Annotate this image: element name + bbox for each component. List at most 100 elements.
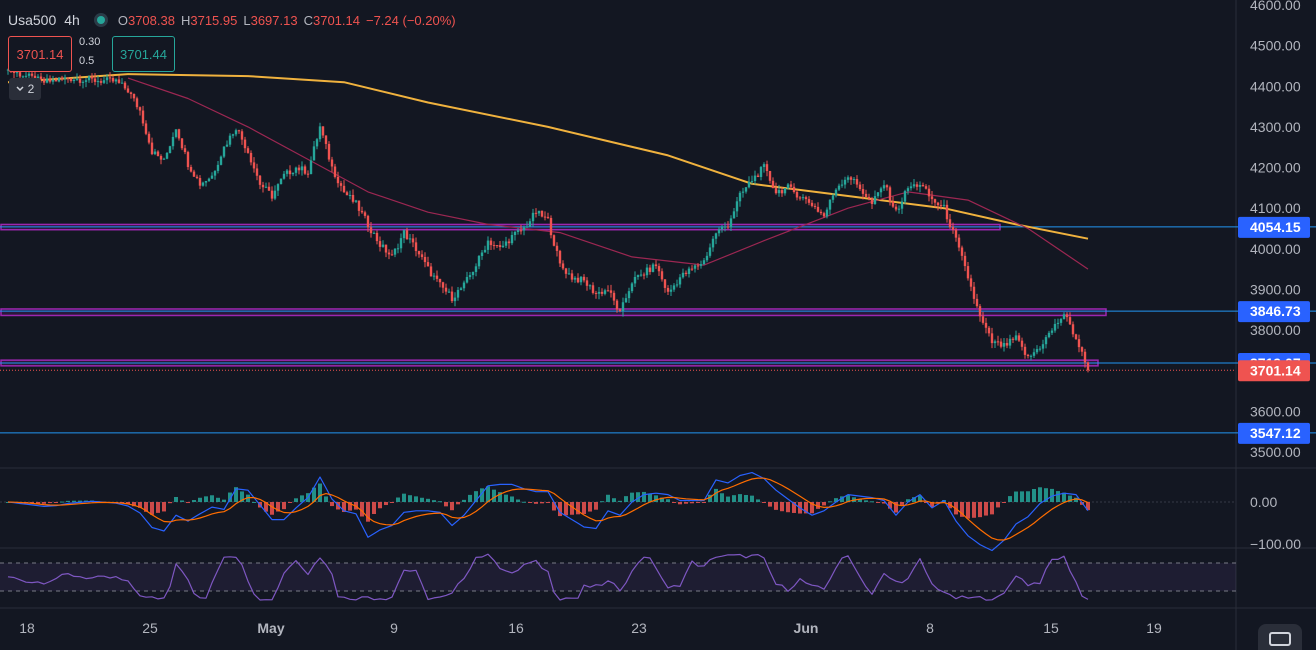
candle[interactable]: [288, 165, 292, 180]
candle[interactable]: [822, 211, 826, 218]
candle[interactable]: [327, 141, 331, 162]
candle[interactable]: [207, 177, 211, 183]
candle[interactable]: [438, 278, 442, 288]
candle[interactable]: [270, 186, 274, 202]
candle[interactable]: [615, 299, 619, 313]
candle[interactable]: [255, 163, 259, 181]
candle[interactable]: [450, 286, 454, 304]
candle[interactable]: [75, 73, 79, 82]
candle[interactable]: [753, 170, 757, 185]
candle[interactable]: [39, 72, 43, 83]
candle[interactable]: [693, 264, 697, 273]
candle[interactable]: [279, 178, 283, 185]
candle[interactable]: [582, 274, 586, 283]
candle[interactable]: [1068, 312, 1072, 325]
candle[interactable]: [399, 233, 403, 253]
candle[interactable]: [1086, 361, 1090, 373]
candle[interactable]: [678, 274, 682, 288]
candle[interactable]: [546, 212, 550, 219]
candle[interactable]: [111, 75, 115, 84]
sell-button[interactable]: 3701.14: [8, 36, 72, 72]
candle[interactable]: [372, 231, 376, 234]
candle[interactable]: [741, 187, 745, 198]
candle[interactable]: [1002, 337, 1006, 352]
candle[interactable]: [774, 182, 778, 195]
candle[interactable]: [294, 166, 298, 177]
candle[interactable]: [732, 208, 736, 219]
candle[interactable]: [378, 236, 382, 252]
candle[interactable]: [513, 230, 517, 241]
candle[interactable]: [1050, 328, 1054, 335]
candle[interactable]: [810, 199, 814, 208]
candle[interactable]: [828, 199, 832, 215]
rsi-pane[interactable]: [0, 553, 1236, 601]
candle[interactable]: [171, 132, 175, 150]
symbol-name[interactable]: Usa500: [8, 12, 57, 28]
candle[interactable]: [1041, 339, 1045, 354]
candle[interactable]: [264, 182, 268, 189]
candle[interactable]: [237, 129, 241, 134]
candle[interactable]: [579, 275, 583, 286]
candle[interactable]: [57, 76, 61, 83]
candle[interactable]: [975, 293, 979, 308]
candle[interactable]: [630, 282, 634, 294]
candle[interactable]: [639, 269, 643, 277]
candle[interactable]: [654, 260, 658, 269]
candle[interactable]: [945, 200, 949, 223]
candle[interactable]: [900, 197, 904, 215]
candle[interactable]: [606, 285, 610, 292]
candle[interactable]: [93, 72, 97, 86]
candle[interactable]: [927, 185, 931, 202]
candle[interactable]: [222, 146, 226, 159]
candle[interactable]: [702, 257, 706, 265]
candle[interactable]: [894, 204, 898, 212]
candle[interactable]: [684, 270, 688, 277]
candle[interactable]: [408, 234, 412, 244]
candle[interactable]: [354, 199, 358, 203]
candle[interactable]: [969, 274, 973, 292]
candle[interactable]: [345, 190, 349, 196]
candle[interactable]: [588, 284, 592, 290]
candle[interactable]: [102, 75, 106, 85]
candle[interactable]: [687, 266, 691, 278]
candle[interactable]: [225, 140, 229, 148]
candle[interactable]: [600, 288, 604, 297]
candle[interactable]: [228, 133, 232, 147]
candle[interactable]: [318, 122, 322, 142]
candle[interactable]: [870, 196, 874, 209]
candle[interactable]: [1062, 312, 1066, 320]
candle[interactable]: [1029, 354, 1033, 361]
candle[interactable]: [72, 77, 76, 84]
timeframe-label[interactable]: 4h: [64, 12, 80, 28]
candle[interactable]: [87, 75, 91, 83]
candle[interactable]: [609, 284, 613, 298]
candle[interactable]: [192, 169, 196, 177]
candle[interactable]: [219, 155, 223, 166]
candle[interactable]: [1065, 312, 1069, 322]
candle[interactable]: [714, 232, 718, 245]
candle[interactable]: [819, 209, 823, 216]
candle[interactable]: [657, 263, 661, 277]
candle[interactable]: [804, 195, 808, 204]
candle[interactable]: [876, 192, 880, 198]
candle[interactable]: [1020, 337, 1024, 351]
candle[interactable]: [297, 164, 301, 175]
candle[interactable]: [453, 292, 457, 307]
candle[interactable]: [498, 241, 502, 251]
candle[interactable]: [30, 71, 34, 78]
candle[interactable]: [234, 128, 238, 137]
candle[interactable]: [174, 129, 178, 139]
price-zone[interactable]: [0, 308, 1107, 317]
candle[interactable]: [621, 297, 625, 317]
candle[interactable]: [795, 189, 799, 201]
candle[interactable]: [375, 230, 379, 245]
candle[interactable]: [987, 325, 991, 337]
candle[interactable]: [549, 215, 553, 239]
candle[interactable]: [852, 176, 856, 184]
candle[interactable]: [261, 181, 265, 193]
candle[interactable]: [168, 145, 172, 154]
candle[interactable]: [48, 75, 52, 84]
candle[interactable]: [246, 146, 250, 154]
candle[interactable]: [201, 181, 205, 187]
candle[interactable]: [756, 173, 760, 178]
